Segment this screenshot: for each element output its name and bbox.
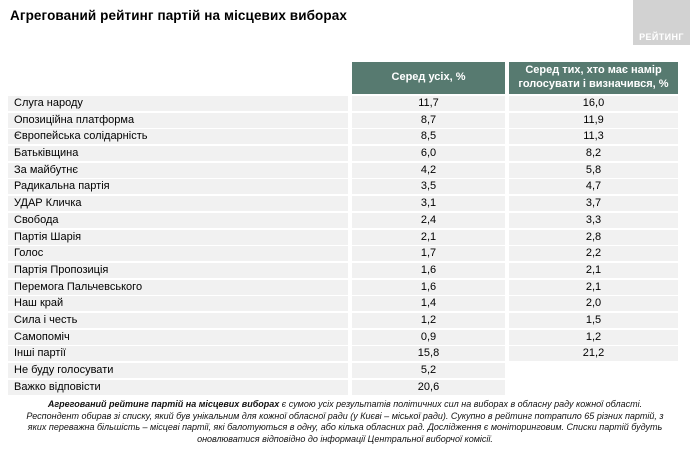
value-among-all: 4,2	[352, 162, 505, 178]
party-name: За майбутнє	[8, 162, 348, 178]
value-among-decided: 16,0	[509, 96, 678, 111]
value-among-all: 2,1	[352, 229, 505, 245]
value-among-all: 8,7	[352, 112, 505, 128]
table-row: Не буду голосувати 5,2	[0, 363, 690, 378]
header-spacer	[8, 62, 348, 94]
value-among-all: 1,4	[352, 296, 505, 312]
value-among-decided: 11,3	[509, 129, 678, 145]
value-among-all: 8,5	[352, 129, 505, 145]
value-among-decided: 4,7	[509, 179, 678, 195]
party-name: Голос	[8, 246, 348, 262]
value-among-decided: 2,2	[509, 246, 678, 262]
value-among-decided	[509, 380, 678, 395]
footnote-lead: Агрегований рейтинг партій на місцевих в…	[47, 399, 280, 409]
value-among-decided: 2,1	[509, 262, 678, 278]
party-name: Перемога Пальчевського	[8, 279, 348, 295]
table-row: Опозиційна платформа 8,7 11,9	[0, 112, 690, 128]
party-name: Партія Шарія	[8, 229, 348, 245]
rating-table: Серед усіх, % Серед тих, хто має намір г…	[0, 62, 690, 396]
table-row: УДАР Кличка 3,1 3,7	[0, 196, 690, 212]
value-among-decided: 2,1	[509, 279, 678, 295]
value-among-all: 20,6	[352, 379, 505, 395]
value-among-decided: 11,9	[509, 112, 678, 128]
table-row: Інші партії 15,8 21,2	[0, 346, 690, 362]
party-name: Самопоміч	[8, 329, 348, 345]
value-among-all: 5,2	[352, 363, 505, 378]
footnote-line-1: Агрегований рейтинг партій на місцевих в…	[0, 399, 690, 411]
value-among-all: 2,4	[352, 212, 505, 228]
page-title: Агрегований рейтинг партій на місцевих в…	[10, 8, 347, 23]
table-row: Партія Шарія 2,1 2,8	[0, 229, 690, 245]
table-row: Голос 1,7 2,2	[0, 246, 690, 262]
party-name: Важко відповісти	[8, 379, 348, 395]
value-among-all: 6,0	[352, 146, 505, 162]
value-among-all: 0,9	[352, 329, 505, 345]
value-among-decided	[509, 363, 678, 378]
value-among-decided: 5,8	[509, 162, 678, 178]
value-among-decided: 1,5	[509, 312, 678, 328]
column-header-among-all: Серед усіх, %	[352, 62, 505, 94]
party-name: Батьківщина	[8, 146, 348, 162]
party-name: Слуга народу	[8, 96, 348, 111]
party-name: Опозиційна платформа	[8, 112, 348, 128]
value-among-all: 3,1	[352, 196, 505, 212]
table-body: Слуга народу 11,7 16,0 Опозиційна платформа…	[0, 96, 690, 395]
rating-group-logo: РЕЙТИНГ	[633, 0, 690, 45]
table-row: Слуга народу 11,7 16,0	[0, 96, 690, 111]
value-among-all: 3,5	[352, 179, 505, 195]
footnote-line-2: Респондент обирав зі списку, який був ун…	[26, 410, 664, 421]
value-among-all: 1,6	[352, 279, 505, 295]
value-among-all: 15,8	[352, 346, 505, 362]
table-row: Перемога Пальчевського 1,6 2,1	[0, 279, 690, 295]
party-name: Європейська солідарність	[8, 129, 348, 145]
value-among-all: 1,2	[352, 312, 505, 328]
table-row: Свобода 2,4 3,3	[0, 212, 690, 228]
footnote-line-4: оновлюватися відповідно до інформації Це…	[197, 433, 493, 444]
footnote: Агрегований рейтинг партій на місцевих в…	[0, 399, 690, 445]
value-among-all: 11,7	[352, 96, 505, 111]
table-row: Партія Пропозиція 1,6 2,1	[0, 262, 690, 278]
value-among-all: 1,6	[352, 262, 505, 278]
table-header-row: Серед усіх, % Серед тих, хто має намір г…	[0, 62, 690, 94]
column-header-among-decided: Серед тих, хто має намір голосувати і ви…	[509, 62, 678, 94]
table-row: Важко відповісти 20,6	[0, 379, 690, 395]
party-name: Не буду голосувати	[8, 363, 348, 378]
value-among-decided: 3,3	[509, 212, 678, 228]
value-among-decided: 2,0	[509, 296, 678, 312]
rating-logo-text: РЕЙТИНГ	[639, 32, 684, 42]
table-row: Радикальна партія 3,5 4,7	[0, 179, 690, 195]
party-name: Сила і честь	[8, 312, 348, 328]
footnote-line-3: яких переважна більшість – місцеві парті…	[27, 422, 663, 432]
value-among-decided: 8,2	[509, 146, 678, 162]
party-name: УДАР Кличка	[8, 196, 348, 212]
value-among-decided: 2,8	[509, 229, 678, 245]
table-row: Сила і честь 1,2 1,5	[0, 312, 690, 328]
table-row: Наш край 1,4 2,0	[0, 296, 690, 312]
party-name: Радикальна партія	[8, 179, 348, 195]
party-name: Інші партії	[8, 346, 348, 362]
table-row: Батьківщина 6,0 8,2	[0, 146, 690, 162]
value-among-decided: 21,2	[509, 346, 678, 362]
value-among-decided: 1,2	[509, 329, 678, 345]
table-row: Європейська солідарність 8,5 11,3	[0, 129, 690, 145]
value-among-all: 1,7	[352, 246, 505, 262]
table-row: За майбутнє 4,2 5,8	[0, 162, 690, 178]
footnote-line1-rest: є сумою усіх результатів політичних сил …	[279, 399, 643, 409]
party-name: Наш край	[8, 296, 348, 312]
party-name: Свобода	[8, 212, 348, 228]
table-row: Самопоміч 0,9 1,2	[0, 329, 690, 345]
party-name: Партія Пропозиція	[8, 262, 348, 278]
value-among-decided: 3,7	[509, 196, 678, 212]
